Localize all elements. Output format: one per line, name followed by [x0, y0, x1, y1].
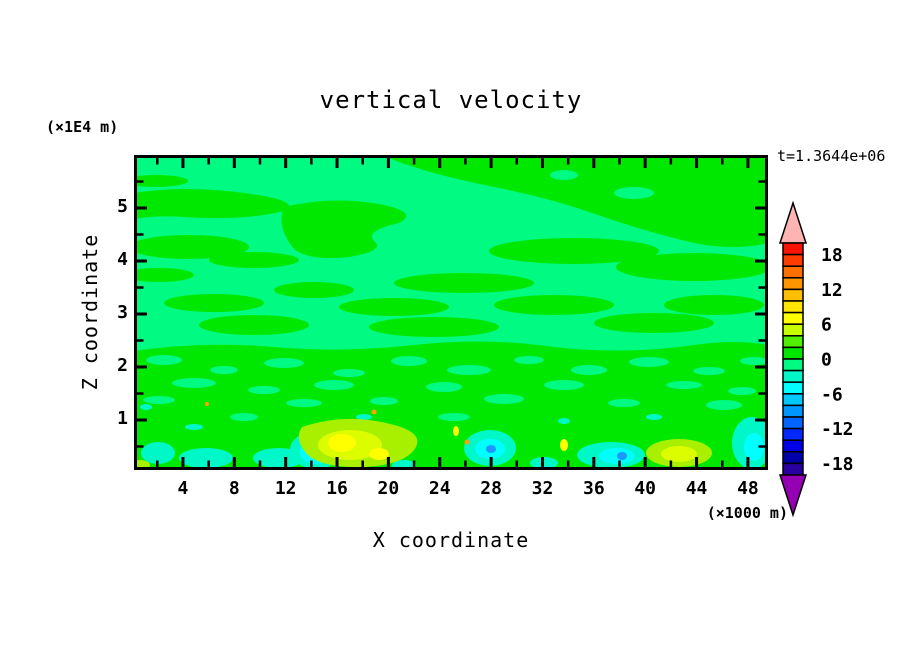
x-tick-labels: 4 8 12 16 20 24 28 32 36 40 44 48: [0, 478, 904, 502]
x-tick-label: 32: [531, 478, 554, 499]
colorbar-cell: [782, 300, 804, 314]
axis-ticks: [137, 158, 765, 467]
y-tick-label: 5: [117, 196, 128, 217]
colorbar-cell: [782, 427, 804, 441]
colorbar-cell: [782, 311, 804, 325]
colorbar-tick-label: -12: [821, 419, 854, 440]
colorbar-tick-label: -18: [821, 454, 854, 475]
colorbar-tick-label: 6: [821, 315, 832, 336]
x-tick-label: 20: [377, 478, 400, 499]
colorbar-cell: [782, 288, 804, 302]
x-tick-label: 12: [274, 478, 297, 499]
colorbar-cell: [782, 277, 804, 291]
colorbar-cell: [782, 358, 804, 372]
colorbar-tick-label: -6: [821, 384, 843, 405]
colorbar-cell: [782, 381, 804, 395]
colorbar-cell: [782, 404, 804, 418]
y-tick-label: 4: [117, 249, 128, 270]
y-tick-labels: 1 2 3 4 5: [84, 0, 128, 654]
colorbar-cell: [782, 393, 804, 407]
colorbar-cell: [782, 242, 804, 256]
colorbar-cell: [782, 416, 804, 430]
colorbar-cell: [782, 253, 804, 267]
colorbar-cell: [782, 323, 804, 337]
colorbar-over-arrow: [778, 200, 808, 244]
colorbar-cell: [782, 369, 804, 383]
x-axis-unit-label: (×1000 m): [706, 504, 788, 522]
x-tick-label: 28: [480, 478, 502, 499]
colorbar-tick-label: 18: [821, 245, 843, 266]
time-annotation: t=1.3644e+06: [777, 147, 886, 165]
colorbar-under-arrow: [778, 474, 808, 518]
colorbar-cell: [782, 451, 804, 465]
x-tick-label: 4: [177, 478, 189, 499]
x-tick-label: 24: [428, 478, 451, 499]
y-tick-label: 1: [117, 408, 128, 429]
colorbar-tick-label: 0: [821, 350, 832, 371]
x-tick-label: 16: [326, 478, 348, 499]
colorbar-tick-label: 12: [821, 280, 843, 301]
contour-holes-spring: [143, 170, 768, 421]
colorbar-cell: [782, 462, 804, 476]
contour-plot: [134, 155, 768, 470]
y-tick-label: 3: [117, 302, 128, 323]
x-tick-label: 8: [228, 478, 240, 499]
x-tick-label: 40: [634, 478, 657, 499]
plot-frame: [134, 155, 768, 470]
plot-title: vertical velocity: [319, 86, 583, 114]
colorbar-cell: [782, 346, 804, 360]
colorbar-cell: [782, 439, 804, 453]
x-tick-label: 48: [737, 478, 759, 499]
y-tick-label: 2: [117, 355, 128, 376]
colorbar-cell: [782, 335, 804, 349]
contour-blobs-green: [134, 155, 768, 470]
colorbar-cell: [782, 265, 804, 279]
y-axis-unit-label: (×1E4 m): [46, 118, 119, 136]
x-tick-label: 36: [582, 478, 605, 499]
x-axis-title: X coordinate: [372, 528, 530, 552]
colorbar: 18 12 6 0 -6 -12 -18: [778, 200, 854, 518]
x-tick-label: 44: [685, 478, 708, 499]
